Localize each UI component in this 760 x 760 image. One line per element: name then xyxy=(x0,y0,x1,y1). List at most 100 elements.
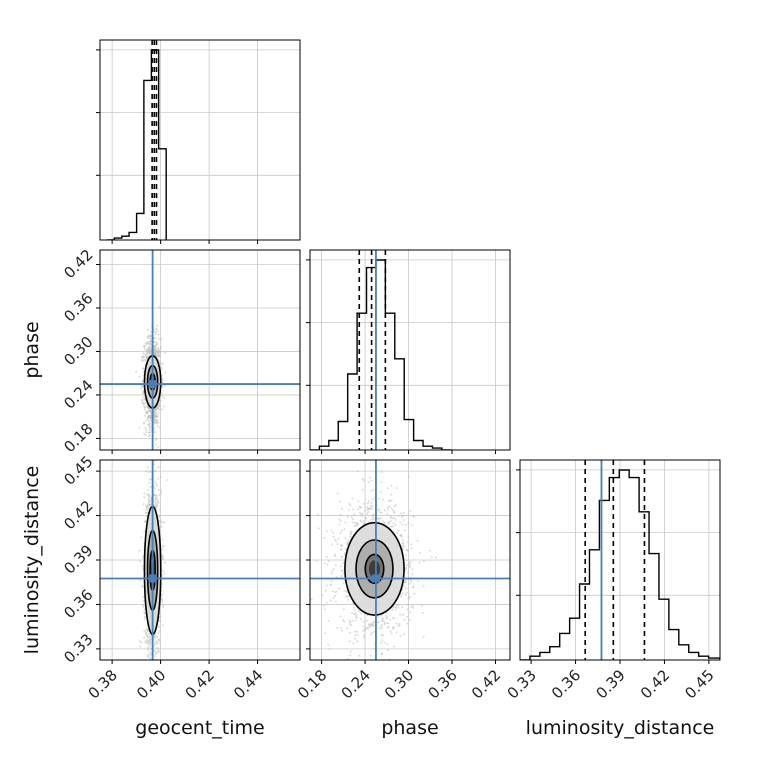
sample-point xyxy=(349,504,352,507)
sample-point xyxy=(154,637,157,640)
sample-point xyxy=(164,561,167,564)
sample-point xyxy=(338,587,341,590)
x-tick-label-geocent_time: 0.42 xyxy=(182,666,218,702)
sample-point xyxy=(364,627,367,630)
sample-point xyxy=(148,651,151,654)
sample-point xyxy=(409,611,412,614)
sample-point xyxy=(147,641,150,644)
sample-point xyxy=(142,603,144,606)
sample-point xyxy=(370,507,373,510)
sample-point xyxy=(157,419,160,422)
sample-point xyxy=(346,515,349,518)
scatter-panel-geocent_time-vs-luminosity_distance: 0.33 0.36 0.39 0.42 0.45 xyxy=(60,452,301,669)
sample-point xyxy=(408,582,411,585)
sample-point xyxy=(142,352,145,355)
sample-point xyxy=(356,522,358,525)
sample-point xyxy=(390,493,393,496)
sample-point xyxy=(362,634,365,637)
sample-point xyxy=(315,559,318,562)
sample-point xyxy=(403,581,406,584)
sample-point xyxy=(362,521,365,524)
sample-point xyxy=(352,606,355,609)
y-axis-title-phase: phase xyxy=(21,321,43,378)
sample-point xyxy=(366,506,369,509)
sample-point xyxy=(411,568,414,571)
sample-point xyxy=(422,560,425,563)
sample-point xyxy=(140,536,143,539)
sample-point xyxy=(339,513,342,516)
sample-point xyxy=(148,632,151,635)
sample-point xyxy=(163,405,166,408)
sample-point xyxy=(146,347,149,350)
sample-point xyxy=(356,634,359,636)
sample-point xyxy=(407,562,410,564)
sample-point xyxy=(351,497,354,500)
sample-point xyxy=(407,522,410,525)
sample-point xyxy=(160,538,163,541)
sample-point xyxy=(145,628,148,631)
sample-point xyxy=(335,590,338,593)
sample-point xyxy=(146,341,149,344)
histogram-phase xyxy=(310,259,452,450)
sample-point xyxy=(157,466,160,469)
sample-point xyxy=(157,421,160,424)
sample-point xyxy=(141,402,144,404)
sample-point xyxy=(364,629,367,632)
sample-point xyxy=(340,575,343,578)
sample-point xyxy=(365,517,367,519)
sample-point xyxy=(408,566,411,568)
sample-point xyxy=(147,355,150,358)
sample-point xyxy=(378,627,381,630)
sample-point xyxy=(310,598,313,601)
sample-point xyxy=(401,523,404,526)
sample-point xyxy=(148,434,151,437)
sample-point xyxy=(377,680,379,682)
sample-point xyxy=(402,633,405,636)
sample-point xyxy=(321,594,324,597)
sample-point xyxy=(150,667,152,669)
sample-point xyxy=(156,503,159,506)
sample-point xyxy=(334,594,337,597)
sample-point xyxy=(380,627,383,630)
y-tick-label: 0.36 xyxy=(60,586,96,622)
sample-point xyxy=(139,645,142,648)
sample-point xyxy=(142,605,145,608)
sample-point xyxy=(150,647,153,650)
sample-point xyxy=(362,625,365,628)
sample-point xyxy=(402,544,405,547)
sample-point xyxy=(161,378,164,381)
sample-point xyxy=(421,611,424,614)
sample-point xyxy=(155,354,158,357)
sample-point xyxy=(149,333,152,336)
sample-point xyxy=(407,597,410,600)
sample-point xyxy=(153,645,156,648)
sample-point xyxy=(422,635,425,638)
sample-point xyxy=(366,502,369,505)
sample-point xyxy=(158,625,161,628)
sample-point xyxy=(322,604,325,607)
sample-point xyxy=(367,520,370,523)
sample-point xyxy=(412,514,414,517)
sample-point xyxy=(350,516,353,519)
sample-point xyxy=(306,616,308,618)
sample-point xyxy=(154,470,157,473)
sample-point xyxy=(160,337,163,340)
sample-point xyxy=(154,501,157,504)
sample-point xyxy=(342,562,345,564)
sample-point xyxy=(363,636,366,639)
sample-point xyxy=(331,570,334,573)
sample-point xyxy=(363,509,366,512)
sample-point xyxy=(163,521,166,524)
sample-point xyxy=(143,345,146,348)
sample-point xyxy=(161,599,164,602)
sample-point xyxy=(153,641,156,644)
sample-point xyxy=(400,535,403,537)
sample-point xyxy=(381,618,384,621)
sample-point xyxy=(143,432,146,435)
sample-point xyxy=(404,554,407,557)
sample-point xyxy=(161,545,164,548)
sample-point xyxy=(330,580,333,582)
sample-point xyxy=(342,572,345,575)
sample-point xyxy=(358,511,361,514)
sample-point xyxy=(383,509,386,512)
